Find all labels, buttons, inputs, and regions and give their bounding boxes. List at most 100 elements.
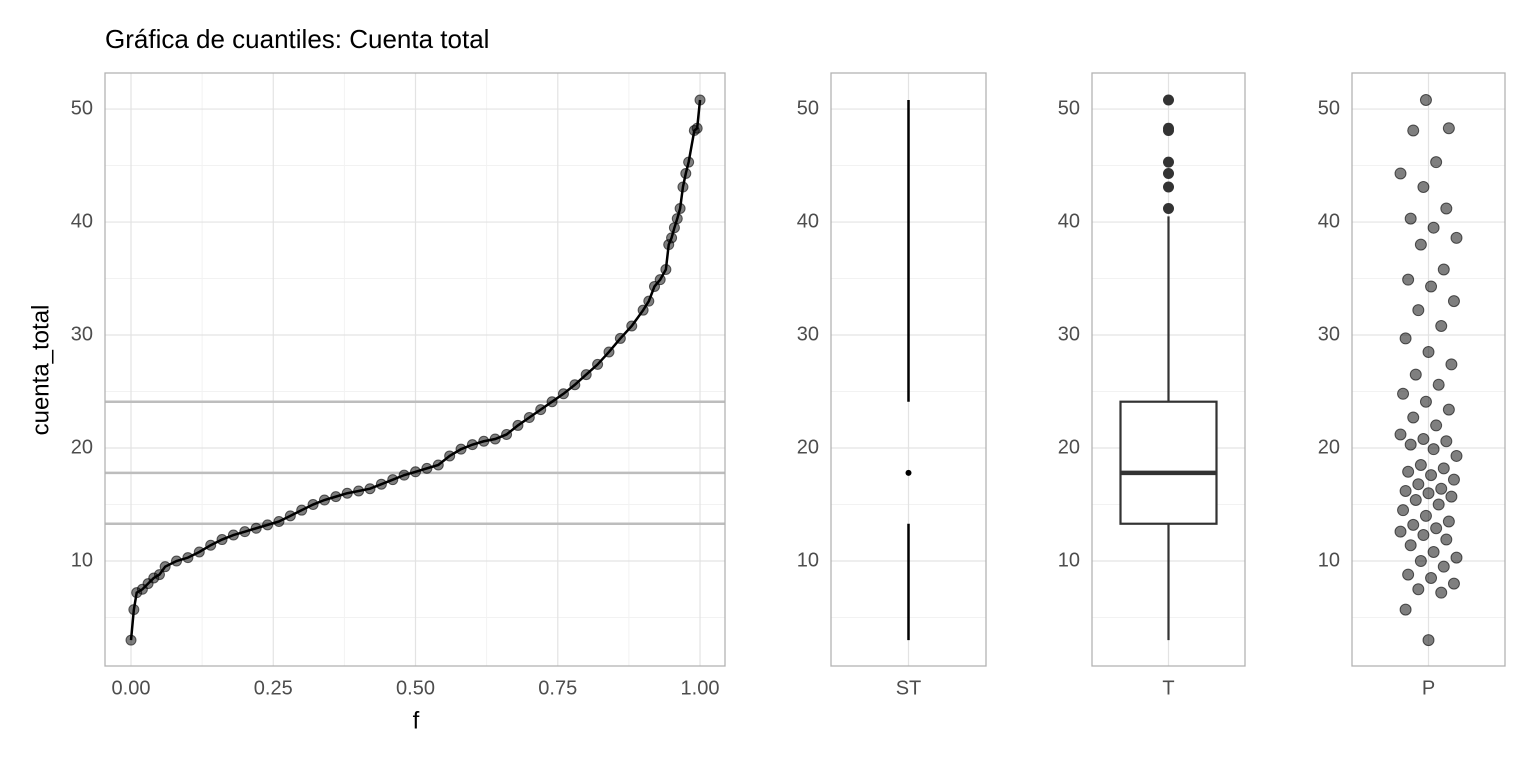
strip-point: [1425, 571, 1438, 584]
strip-point: [1417, 529, 1430, 542]
median-point: [905, 469, 912, 476]
y-tick-label: 20: [1058, 436, 1080, 458]
quantile-point: [410, 466, 422, 478]
quantile-point: [668, 222, 680, 234]
y-tick-label: 30: [71, 323, 93, 345]
quantile-point: [643, 295, 655, 307]
x-tick-label: 0.25: [254, 677, 293, 699]
quantile-point: [432, 459, 444, 471]
quantile-point: [125, 634, 137, 646]
y-axis-label: cuenta_total: [27, 305, 54, 436]
quantile-point: [674, 202, 686, 214]
strip-point: [1435, 482, 1448, 495]
quantile-point: [284, 510, 296, 522]
x-axis-label: f: [413, 707, 420, 734]
quantile-point: [318, 494, 330, 506]
strip-point: [1450, 449, 1463, 462]
strip-point: [1437, 462, 1450, 475]
quantile-point: [227, 529, 239, 541]
y-tick-label: 10: [1318, 549, 1340, 571]
strip-point: [1402, 273, 1415, 286]
outlier: [1163, 181, 1174, 193]
strip-point: [1407, 411, 1420, 424]
y-tick-label: 50: [71, 97, 93, 119]
strip-point: [1437, 263, 1450, 276]
y-tick-label: 20: [71, 436, 93, 458]
quantile-point: [691, 122, 703, 134]
y-tick-label: 30: [797, 323, 819, 345]
quantile-point: [421, 462, 433, 474]
strip-point: [1414, 238, 1427, 251]
strip-point: [1412, 478, 1425, 491]
y-tick-label: 40: [1058, 210, 1080, 232]
strip-point: [1419, 395, 1432, 408]
strip-point: [1417, 181, 1430, 194]
strip-point: [1422, 345, 1435, 358]
quantile-point: [193, 546, 205, 558]
strip-point: [1409, 494, 1422, 507]
quantile-point: [182, 552, 194, 564]
strip-point: [1404, 539, 1417, 552]
strip-point: [1407, 518, 1420, 531]
quantile-point: [273, 515, 285, 527]
strip-point: [1404, 212, 1417, 225]
quantile-point: [683, 156, 695, 168]
strip-point: [1430, 522, 1443, 535]
quantile-point: [455, 443, 467, 455]
quantile-point: [262, 519, 274, 531]
strip-point: [1399, 603, 1412, 616]
quantile-point: [330, 491, 342, 503]
outlier: [1163, 156, 1174, 168]
strip-point: [1412, 583, 1425, 596]
quantile-point: [637, 304, 649, 316]
strip-point: [1450, 551, 1463, 564]
panel-border: [1091, 72, 1246, 667]
y-tick-label: 40: [1318, 210, 1340, 232]
quantile-point: [239, 526, 251, 538]
x-tick-label: 1.00: [681, 677, 720, 699]
strip-point: [1440, 202, 1453, 215]
quantile-point: [387, 474, 399, 486]
y-tick-label: 10: [797, 549, 819, 571]
quantile-point: [375, 478, 387, 490]
y-tick-label: 50: [1318, 97, 1340, 119]
quantile-point: [660, 263, 672, 275]
strip-point: [1397, 387, 1410, 400]
strip-point: [1419, 94, 1432, 107]
quantile-point: [680, 167, 692, 179]
y-tick-label: 40: [71, 210, 93, 232]
strip-point: [1402, 568, 1415, 581]
quantile-point: [535, 404, 547, 416]
y-tick-label: 30: [1318, 323, 1340, 345]
quantile-point: [592, 358, 604, 370]
quantile-point: [205, 539, 217, 551]
quantile-point: [666, 232, 678, 244]
quantile-point: [654, 274, 666, 286]
quantile-point: [603, 346, 615, 358]
strip-point: [1422, 487, 1435, 500]
x-tick-label: T: [1162, 677, 1174, 699]
quantile-point: [466, 439, 478, 451]
panel-border: [830, 72, 987, 667]
strip-point: [1447, 295, 1460, 308]
strip-point: [1394, 525, 1407, 538]
strip-point: [1425, 469, 1438, 482]
y-tick-label: 20: [1318, 436, 1340, 458]
quantile-point: [159, 561, 171, 573]
strip-point: [1394, 428, 1407, 441]
panel-border: [1351, 72, 1506, 667]
strip-point: [1427, 443, 1440, 456]
strip-point: [1450, 231, 1463, 244]
strip-point: [1432, 378, 1445, 391]
strip-point: [1430, 419, 1443, 432]
strip-point: [1447, 577, 1460, 590]
outlier: [1163, 202, 1174, 214]
x-tick-label: 0.00: [112, 677, 151, 699]
quantile-point: [557, 388, 569, 400]
quantile-point: [307, 499, 319, 511]
quantile-point: [626, 320, 638, 332]
quantile-point: [489, 433, 501, 445]
strip-point: [1430, 156, 1443, 169]
quantile-point: [671, 213, 683, 225]
